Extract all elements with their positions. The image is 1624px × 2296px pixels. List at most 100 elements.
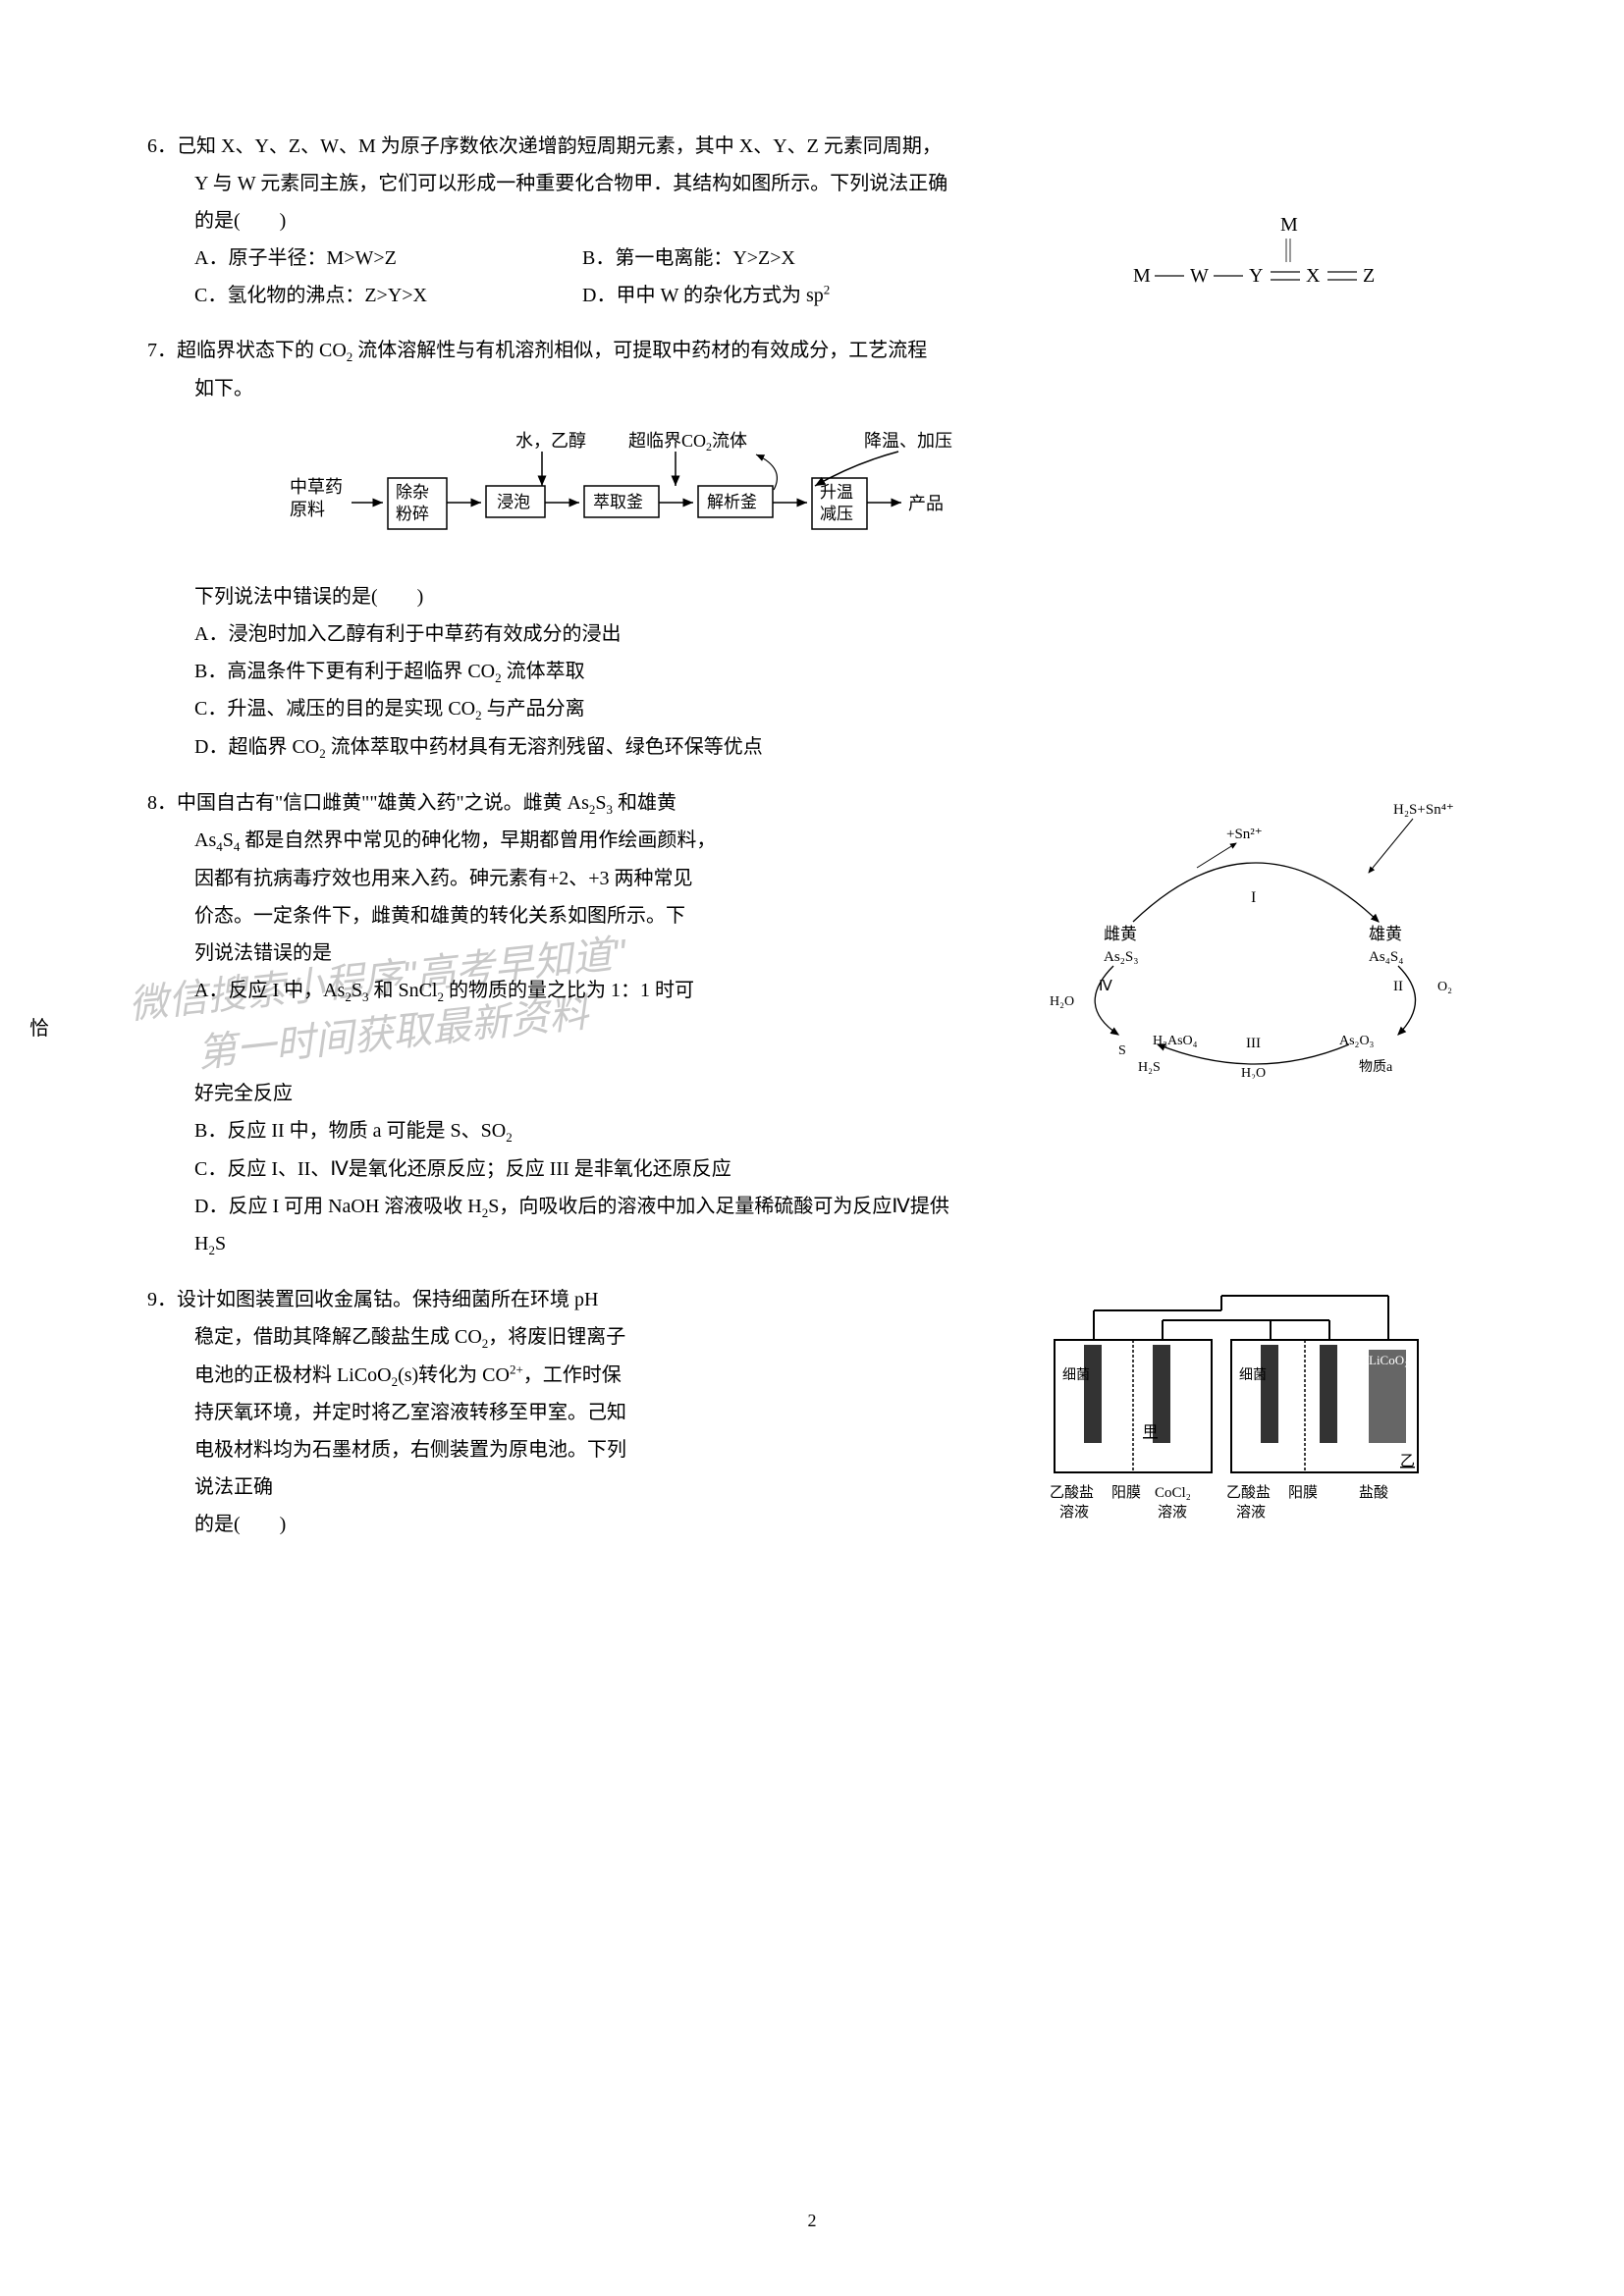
q9-number: 9．	[147, 1289, 177, 1310]
q8-line2: As4S4 都是自然界中常见的砷化物，早期都曾用作绘画颜料，	[147, 822, 1015, 860]
q6-number: 6．	[147, 135, 177, 157]
svg-text:H₂O: H₂O	[1050, 994, 1074, 1009]
q8-l2-prefix: As	[194, 829, 216, 851]
q6-stem-line2: Y 与 W 元素同主族，它们可以形成一种重要化合物甲．其结构如图所示。下列说法正…	[147, 165, 1447, 202]
svg-text:盐酸: 盐酸	[1359, 1484, 1388, 1501]
q6-diag-Z: Z	[1363, 265, 1375, 287]
svg-text:浸泡: 浸泡	[497, 493, 530, 511]
q8-line1: 8．中国自古有"信口雌黄""雄黄入药"之说。雌黄 As2S3 和雄黄	[147, 784, 1015, 823]
svg-text:升温: 升温	[820, 483, 853, 502]
svg-text:细菌: 细菌	[1062, 1367, 1090, 1383]
svg-text:除杂: 除杂	[396, 483, 429, 502]
q6-optB: B．第一电离能：Y>Z>X	[582, 240, 795, 277]
q9-line5: 电极材料均为石墨材质，右侧装置为原电池。下列	[147, 1431, 1015, 1468]
svg-text:CoCl₂: CoCl₂	[1155, 1485, 1191, 1501]
q6-text1: 己知 X、Y、Z、W、M 为原子序数依次递增韵短周期元素，其中 X、Y、Z 元素…	[177, 135, 942, 157]
q8-optA-prefix: A．反应 I 中，As	[194, 980, 345, 1001]
svg-text:减压: 减压	[820, 505, 853, 523]
question-6: 6．己知 X、Y、Z、W、M 为原子序数依次递增韵短周期元素，其中 X、Y、Z …	[147, 128, 1447, 314]
q7-post-line: 下列说法中错误的是( )	[147, 578, 1447, 615]
svg-text:Ⅳ: Ⅳ	[1099, 979, 1112, 994]
q9-l2-prefix: 稳定，借助其降解乙酸盐生成 CO	[194, 1326, 482, 1348]
svg-text:溶液: 溶液	[1059, 1504, 1089, 1521]
q6-diag-Y: Y	[1249, 265, 1263, 287]
q6-diag-M: M	[1133, 265, 1151, 287]
q8-l1-mid: S	[595, 792, 606, 814]
q9-cell-diagram: 细菌 甲 细菌 LiCoO₂ 乙 乙酸盐 溶液 阳膜 CoCl₂ 溶液 乙酸盐 …	[1035, 1281, 1447, 1556]
q8-optD-line2: H2S	[147, 1225, 1447, 1263]
q7-optD-suffix: 流体萃取中药材具有无溶剂残留、绿色环保等优点	[326, 736, 763, 758]
svg-text:I: I	[1251, 889, 1256, 906]
svg-text:产品: 产品	[908, 494, 944, 513]
q6-diag-W: W	[1190, 265, 1209, 287]
svg-text:雄黄: 雄黄	[1369, 925, 1402, 943]
q6-optD-sup: 2	[824, 282, 831, 296]
q8-optD-l2-suffix: S	[215, 1233, 226, 1255]
svg-text:H₃AsO₄: H₃AsO₄	[1153, 1034, 1198, 1048]
q9-l3-mid: (s)转化为 CO	[398, 1364, 510, 1386]
svg-text:解析釜: 解析釜	[707, 493, 757, 511]
q8-optA-mid2: 和 SnCl	[368, 980, 437, 1001]
q7-optC-suffix: 与产品分离	[482, 698, 585, 720]
svg-text:原料: 原料	[290, 500, 325, 519]
q7-optB: B．高温条件下更有利于超临界 CO2 流体萃取	[147, 653, 1447, 691]
q8-optD-prefix: D．反应 I 可用 NaOH 溶液吸收 H	[194, 1196, 482, 1217]
q8-l1-suffix: 和雄黄	[613, 792, 677, 814]
q8-optB: B．反应 II 中，物质 a 可能是 S、SO2	[147, 1112, 1447, 1150]
q9-line1: 9．设计如图装置回收金属钴。保持细菌所在环境 pH	[147, 1281, 1015, 1318]
q8-optB-prefix: B．反应 II 中，物质 a 可能是 S、SO	[194, 1120, 506, 1142]
svg-text:溶液: 溶液	[1158, 1504, 1187, 1521]
q6-stem-line1: 6．己知 X、Y、Z、W、M 为原子序数依次递增韵短周期元素，其中 X、Y、Z …	[147, 128, 1447, 165]
svg-text:阳膜: 阳膜	[1111, 1484, 1141, 1501]
q6-diag-X: X	[1306, 265, 1321, 287]
q8-line5: 列说法错误的是	[147, 934, 1015, 972]
q8-l1-prefix: 中国自古有"信口雌黄""雄黄入药"之说。雌黄 As	[177, 792, 589, 814]
q9-l2-suffix: ，将废旧锂离子	[488, 1326, 625, 1348]
svg-text:II: II	[1393, 979, 1403, 994]
q8-optA-line2: 好完全反应	[147, 1075, 1447, 1112]
svg-text:LiCoO₂: LiCoO₂	[1369, 1353, 1409, 1367]
q7-l1-prefix: 超临界状态下的 CO	[177, 340, 347, 361]
q7-optA: A．浸泡时加入乙醇有利于中草药有效成分的浸出	[147, 615, 1447, 653]
q6-optD: D．甲中 W 的杂化方式为 sp2	[582, 277, 830, 314]
q8-l2-mid: S	[223, 829, 234, 851]
q9-l1-text: 设计如图装置回收金属钴。保持细菌所在环境 pH	[177, 1289, 598, 1310]
q6-optA: A．原子半径：M>W>Z	[194, 240, 518, 277]
q9-l3-suffix: ，工作时保	[523, 1364, 622, 1386]
q7-l1-suffix: 流体溶解性与有机溶剂相似，可提取中药材的有效成分，工艺流程	[352, 340, 927, 361]
svg-text:甲: 甲	[1143, 1424, 1158, 1440]
svg-text:粉碎: 粉碎	[396, 505, 429, 523]
svg-text:O₂: O₂	[1437, 980, 1452, 994]
svg-text:As₂O₃: As₂O₃	[1339, 1034, 1375, 1048]
q8-optB-sub: 2	[506, 1130, 513, 1145]
q9-l3-sup: 2+	[510, 1362, 523, 1376]
q8-optC: C．反应 I、II、Ⅳ是氧化还原反应；反应 III 是非氧化还原反应	[147, 1150, 1447, 1188]
svg-text:+Sn²⁺: +Sn²⁺	[1226, 827, 1263, 842]
svg-text:物质a: 物质a	[1359, 1059, 1393, 1075]
svg-text:萃取釜: 萃取釜	[593, 493, 643, 511]
svg-text:S: S	[1118, 1043, 1126, 1058]
q7-optD: D．超临界 CO2 流体萃取中药材具有无溶剂残留、绿色环保等优点	[147, 728, 1447, 767]
svg-text:雌黄: 雌黄	[1104, 925, 1137, 943]
svg-text:水，乙醇: 水，乙醇	[515, 431, 586, 451]
q6-optC: C．氢化物的沸点：Z>Y>X	[194, 277, 518, 314]
q6-structure-diagram: M M W Y X Z	[1113, 211, 1408, 309]
svg-text:降温、加压: 降温、加压	[864, 431, 952, 451]
q9-line3: 电池的正极材料 LiCoO2(s)转化为 CO2+，工作时保	[147, 1357, 1015, 1395]
page-number: 2	[808, 2204, 817, 2237]
q8-optA: A．反应 I 中，As2S3 和 SnCl2 的物质的量之比为 1：1 时可	[147, 972, 1015, 1010]
q7-stem-line1: 7．超临界状态下的 CO2 流体溶解性与有机溶剂相似，可提取中药材的有效成分，工…	[147, 332, 1447, 370]
q8-optD-mid: S，向吸收后的溶液中加入足量稀硫酸可为反应Ⅳ提供	[488, 1196, 949, 1217]
svg-text:As₂S₃: As₂S₃	[1104, 949, 1138, 965]
svg-text:III: III	[1246, 1036, 1261, 1051]
q7-optC-prefix: C．升温、减压的目的是实现 CO	[194, 698, 475, 720]
question-7: 7．超临界状态下的 CO2 流体溶解性与有机溶剂相似，可提取中药材的有效成分，工…	[147, 332, 1447, 767]
q8-number: 8．	[147, 792, 177, 814]
q8-line4: 价态。一定条件下，雌黄和雄黄的转化关系如图所示。下	[147, 897, 1015, 934]
svg-text:细菌: 细菌	[1239, 1367, 1267, 1383]
q6-optD-prefix: D．甲中 W 的杂化方式为 sp	[582, 285, 824, 306]
q9-line4: 持厌氧环境，并定时将乙室溶液转移至甲室。己知	[147, 1394, 1015, 1431]
q8-optA-suffix: 的物质的量之比为 1：1 时可	[444, 980, 694, 1001]
q8-optD-l2-prefix: H	[194, 1233, 208, 1255]
svg-text:乙: 乙	[1400, 1454, 1415, 1469]
